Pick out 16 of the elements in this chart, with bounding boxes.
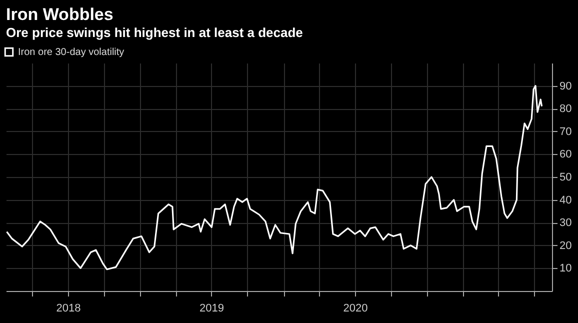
y-tick-label: 60 bbox=[560, 148, 572, 161]
y-tick-label: 30 bbox=[560, 217, 572, 230]
chart-title: Iron Wobbles bbox=[6, 5, 114, 24]
line-series bbox=[6, 85, 543, 270]
y-tick-label: 50 bbox=[560, 172, 572, 184]
y-tick-label: 10 bbox=[560, 262, 572, 275]
y-tick-label: 20 bbox=[560, 240, 572, 252]
legend-label: Iron ore 30-day volatility bbox=[18, 47, 124, 58]
y-tick-label: 70 bbox=[560, 126, 572, 138]
y-tick-label: 80 bbox=[560, 103, 572, 116]
x-tick-label: 2020 bbox=[343, 302, 368, 314]
y-tick-label: 90 bbox=[560, 80, 572, 92]
chart-subtitle: Ore price swings hit highest in at least a decade bbox=[6, 25, 303, 40]
x-tick-label: 2018 bbox=[56, 302, 81, 314]
x-tick-label: 2019 bbox=[200, 302, 224, 314]
y-tick-label: 40 bbox=[560, 194, 572, 206]
